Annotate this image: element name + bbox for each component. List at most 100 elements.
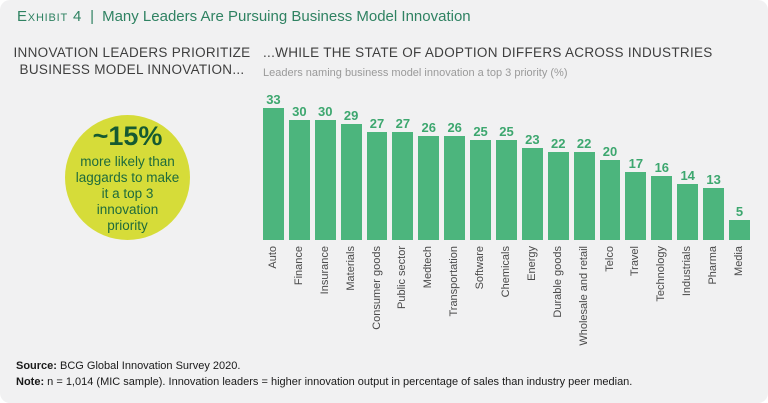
bar-label-area: Software xyxy=(470,246,491,358)
bar-category-label: Pharma xyxy=(707,246,720,285)
bar xyxy=(470,140,492,240)
bar-value-label: 25 xyxy=(499,124,514,139)
bar-column: 22 Durable goods xyxy=(547,89,569,358)
bar-value-label: 27 xyxy=(369,116,385,131)
source-label: Source: xyxy=(16,360,57,373)
bar-label-area: Technology xyxy=(651,246,672,358)
bar-column: 23 Energy xyxy=(521,89,543,358)
bar-category-label: Durable goods xyxy=(551,246,564,318)
bar-column: 16 Technology xyxy=(651,89,673,358)
bar-category-label: Telco xyxy=(603,246,616,272)
bar-column: 22 Wholesale and retail xyxy=(573,89,595,358)
title-separator: | xyxy=(90,8,95,25)
bar-area: 13 xyxy=(703,89,725,240)
bar-value-label: 29 xyxy=(343,108,359,123)
bar-label-area: Materials xyxy=(341,246,362,358)
circle-headline: ~15% xyxy=(92,120,163,151)
source-text: BCG Global Innovation Survey 2020. xyxy=(56,360,241,373)
bar-column: 30 Finance xyxy=(288,89,310,358)
bar-column: 25 Chemicals xyxy=(496,89,517,358)
bar xyxy=(573,152,595,240)
bar-area: 26 xyxy=(418,89,440,240)
bar-area: 17 xyxy=(625,89,647,240)
bar xyxy=(418,136,440,240)
bar-area: 23 xyxy=(521,89,543,240)
bar-label-area: Auto xyxy=(263,246,284,358)
bar-column: 26 Transportation xyxy=(444,89,466,358)
bar-value-label: 23 xyxy=(525,132,540,147)
bar-column: 14 Industrials xyxy=(677,89,699,358)
left-panel-heading: INNOVATION LEADERS PRIORITIZE BUSINESS M… xyxy=(13,45,251,77)
note-label: Note: xyxy=(16,376,45,389)
bar-column: 13 Pharma xyxy=(703,89,725,358)
bar xyxy=(444,136,466,240)
bar xyxy=(625,172,647,240)
bar-label-area: Finance xyxy=(289,246,310,358)
bar-value-label: 5 xyxy=(735,204,744,219)
bar-area: 22 xyxy=(573,89,595,240)
bar-value-label: 14 xyxy=(680,168,695,183)
bar-column: 17 Travel xyxy=(625,89,647,358)
bar xyxy=(496,140,517,240)
bar-value-label: 30 xyxy=(317,104,333,119)
bar-area: 22 xyxy=(547,89,569,240)
bar-area: 14 xyxy=(677,89,699,240)
bar-area: 5 xyxy=(729,89,750,240)
bar xyxy=(677,184,699,240)
bar-value-label: 13 xyxy=(706,172,721,187)
bar-label-area: Consumer goods xyxy=(367,246,388,358)
bar-category-label: Chemicals xyxy=(499,246,512,298)
bar-area: 33 xyxy=(263,89,284,240)
bar-category-label: Medtech xyxy=(422,246,435,289)
bar-value-label: 22 xyxy=(576,136,592,151)
bar-label-area: Energy xyxy=(522,246,543,358)
bar-label-area: Transportation xyxy=(444,246,465,358)
exhibit-number-label: Exhibit 4 xyxy=(17,8,83,25)
bar-category-label: Travel xyxy=(629,246,642,277)
bar-area: 16 xyxy=(651,89,673,240)
exhibit-main-title: Many Leaders Are Pursuing Business Model… xyxy=(102,8,471,25)
bar-value-label: 25 xyxy=(473,124,488,139)
bar-label-area: Media xyxy=(729,246,750,358)
bar-category-label: Public sector xyxy=(396,246,409,309)
bar-label-area: Telco xyxy=(600,246,621,358)
bar-column: 20 Telco xyxy=(599,89,621,358)
bar xyxy=(366,132,388,240)
bar xyxy=(340,124,362,240)
bar xyxy=(547,152,569,240)
bar-value-label: 17 xyxy=(628,156,644,171)
bar-category-label: Software xyxy=(474,246,487,290)
bar-value-label: 30 xyxy=(292,104,307,119)
bar-area: 29 xyxy=(340,89,362,240)
bar-category-label: Consumer goods xyxy=(370,246,383,330)
bar-area: 20 xyxy=(599,89,621,240)
bar-column: 30 Insurance xyxy=(314,89,336,358)
bar-label-area: Industrials xyxy=(677,246,698,358)
source-line: Source: BCG Global Innovation Survey 202… xyxy=(16,359,632,375)
right-panel: ...WHILE THE STATE OF ADOPTION DIFFERS A… xyxy=(263,45,750,358)
bar-category-label: Wholesale and retail xyxy=(577,246,590,346)
circle-body-text: more likely than laggards to make it a t… xyxy=(75,153,180,234)
bar-column: 27 Public sector xyxy=(392,89,414,358)
bar xyxy=(314,120,336,240)
footer: Source: BCG Global Innovation Survey 202… xyxy=(16,359,632,391)
bar-area: 26 xyxy=(444,89,466,240)
highlight-circle: ~15% more likely than laggards to make i… xyxy=(65,115,190,240)
bar xyxy=(729,220,750,240)
bar-category-label: Media xyxy=(732,246,745,276)
bar-column: 29 Materials xyxy=(340,89,362,358)
bar-area: 30 xyxy=(288,89,310,240)
bars-row: 33 Auto 30 Finance 30 Insurance 29 Materials 27 C… xyxy=(263,89,750,358)
bar-value-label: 20 xyxy=(602,144,618,159)
bar xyxy=(599,160,621,240)
bar-category-label: Energy xyxy=(525,246,538,281)
bar-label-area: Medtech xyxy=(418,246,439,358)
bar-category-label: Materials xyxy=(344,246,357,291)
bar xyxy=(263,108,284,240)
bar-label-area: Durable goods xyxy=(548,246,569,358)
right-panel-heading: ...WHILE THE STATE OF ADOPTION DIFFERS A… xyxy=(263,45,713,60)
bar-value-label: 33 xyxy=(266,92,281,107)
bar-value-label: 27 xyxy=(395,116,411,131)
exhibit-title: Exhibit 4 | Many Leaders Are Pursuing Bu… xyxy=(17,8,471,25)
